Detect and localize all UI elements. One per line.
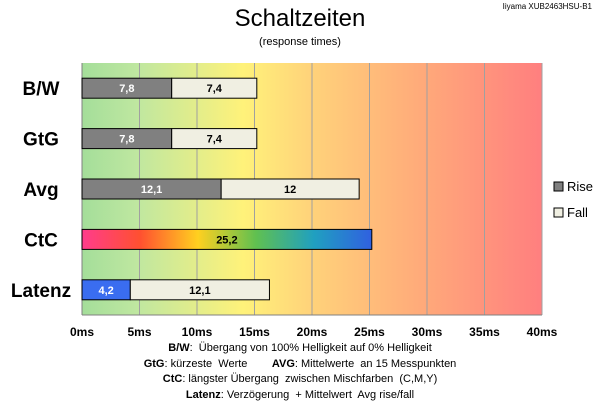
note-line: Latenz: Verzögerung + Mittelwert Avg ris… <box>0 388 600 404</box>
x-tick-label: 20ms <box>297 325 328 339</box>
x-tick-label: 40ms <box>527 325 558 339</box>
note-text: : Verzögerung + Mittelwert Avg rise/fall <box>220 388 415 401</box>
x-axis-ticks: 0ms 5ms 10ms 15ms 20ms 25ms 30ms 35ms 40ms <box>70 325 558 339</box>
note-term: B/W <box>168 342 190 354</box>
legend-rise-label: Rise <box>567 179 593 194</box>
category-label: Avg <box>23 180 58 201</box>
chart-title: Schaltzeiten <box>234 5 366 32</box>
bar-rise-value: 25,2 <box>216 234 237 246</box>
bar-fall <box>220 178 360 200</box>
x-tick-label: 10ms <box>182 325 213 339</box>
category-label: CtC <box>24 230 58 251</box>
note-term: AVG <box>271 357 295 370</box>
x-tick-label: 15ms <box>239 325 270 339</box>
note-term: CtC <box>162 373 183 385</box>
x-tick-label: 30ms <box>412 325 443 339</box>
monitor-model-label: Iiyama XUB2463HSU-B1 <box>502 2 592 11</box>
note-line: CtC: längster Übergang zwischen Mischfar… <box>0 372 600 388</box>
note-term: GtG <box>143 357 165 370</box>
bar-fall-value: 12 <box>284 184 296 196</box>
bar-fall <box>171 77 258 99</box>
x-tick-label: 5ms <box>127 325 151 339</box>
bar-fall-value: 7,4 <box>207 134 223 146</box>
legend-fall-label: Fall <box>567 205 588 220</box>
legend-fall-swatch <box>553 207 564 218</box>
bar-fall <box>129 279 270 301</box>
legend-rise-swatch <box>553 181 564 192</box>
note-line: GtG: kürzeste Werte AVG: Mittelwerte an … <box>0 357 600 373</box>
bar-fall-value: 12,1 <box>189 285 210 297</box>
x-tick-label: 35ms <box>469 325 500 339</box>
category-labels: B/W GtG Avg CtC Latenz <box>11 79 71 302</box>
note-line: B/W: Übergang von 100% Helligkeit auf 0%… <box>0 341 600 357</box>
x-tick-label: 0ms <box>70 325 94 339</box>
bar-rise-value: 7,8 <box>119 134 134 146</box>
category-label: Latenz <box>11 281 71 302</box>
legend: Rise Fall <box>553 179 593 220</box>
bar-fall-value: 7,4 <box>207 83 223 95</box>
bar-rise <box>81 228 373 250</box>
category-label: GtG <box>23 130 59 151</box>
note-term: Latenz <box>185 388 221 401</box>
category-label: B/W <box>23 79 60 100</box>
note-text: : Übergang von 100% Helligkeit auf 0% He… <box>189 342 432 354</box>
bars: 7,8 7,4 7,8 7,4 12,1 12 25,2 4,2 12,1 <box>81 77 373 301</box>
note-text: : längster Übergang zwischen Mischfarben… <box>182 373 438 385</box>
bar-fall <box>171 128 258 150</box>
x-tick-label: 25ms <box>354 325 385 339</box>
bar-rise-value: 12,1 <box>141 184 162 196</box>
note-text: : kürzeste Werte <box>164 357 272 370</box>
note-text: : Mittelwerte an 15 Messpunkten <box>294 357 457 370</box>
notes: B/W: Übergang von 100% Helligkeit auf 0%… <box>0 341 600 403</box>
bar-rise-value: 4,2 <box>99 285 114 297</box>
chart-subtitle: (response times) <box>259 36 341 48</box>
bar-rise-value: 7,8 <box>119 83 134 95</box>
